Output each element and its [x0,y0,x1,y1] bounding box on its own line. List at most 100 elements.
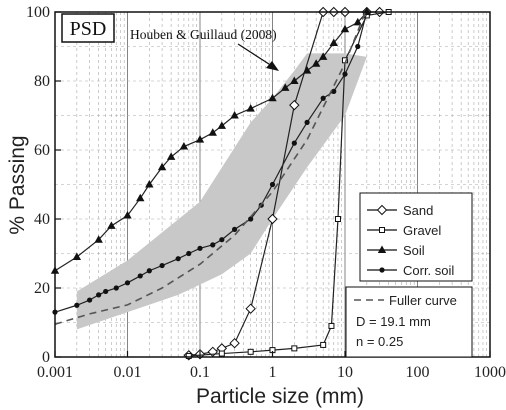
corr-soil-point [74,302,80,308]
corr-soil-point [269,181,276,188]
corr-soil-point [113,285,119,291]
psd-label: PSD [70,18,107,40]
x-tick-label: 10 [337,364,353,381]
axis-ticks: 0.001 0.01 0.1 1 10 100 1000 0 20 40 60 80 100 [26,4,506,381]
legend-item-corr-soil: Corr. soil [367,263,454,278]
corr-soil-point [291,140,297,146]
legend-label-soil: Soil [403,243,425,258]
corr-soil-point [96,292,102,298]
legend-label-sand: Sand [403,203,433,218]
corr-soil-point [320,95,326,101]
corr-soil-point [248,216,254,222]
band-area [76,53,367,330]
fuller-param-n: n = 0.25 [356,334,403,349]
corr-soil-point [210,242,216,248]
corr-soil-point [186,250,192,257]
soil-point [195,135,205,143]
soil-point [179,142,189,150]
soil-point [145,180,154,188]
soil-point [217,121,227,129]
band-label: Houben & Guillaud (2008) [130,27,277,42]
sand-point [289,99,300,111]
series-fuller-curve [54,11,367,325]
y-tick-label: 0 [42,349,50,366]
series-soil [50,7,372,274]
soil-point [318,52,328,60]
corr-soil-point [103,288,109,295]
legend-label-corr-soil: Corr. soil [403,263,454,278]
soil-point [94,235,103,243]
corr-soil-point [331,88,337,94]
corr-soil-point [146,268,152,274]
x-axis-title: Particle size (mm) [196,385,364,408]
corr-soil-point [304,119,310,125]
x-tick-label: 1000 [474,364,506,381]
corr-soil-point [219,237,225,243]
corr-soil-point [355,43,361,50]
gravel-point [328,322,335,329]
soil-point [230,111,239,119]
soil-point [290,76,299,84]
soil-point [268,93,277,102]
y-tick-label: 60 [34,142,50,159]
legend-swatch-marker [379,267,385,273]
corr-soil-point [342,71,348,77]
legend-item-sand: Sand [367,203,433,218]
fuller-legend: Fuller curve D = 19.1 mm n = 0.25 [345,286,473,358]
corr-soil-point [159,262,165,269]
sand-point [229,337,240,349]
fuller-curve-line [54,11,367,325]
legend-frame [359,192,473,282]
corr-soil-point [175,256,181,262]
corr-soil-point [86,297,93,303]
band-arrow [237,43,279,71]
corr-soil-point [231,226,238,232]
soil-point [107,221,116,229]
corr-soil-point [197,245,203,251]
fuller-legend-label: Fuller curve [389,293,457,308]
x-tick-label: 1 [269,364,277,381]
soil-point [329,38,338,47]
gravel-point [218,350,225,357]
soil-point [302,66,312,74]
soil-point [353,17,362,26]
soil-point [281,83,290,91]
psd-label-box: PSD [61,13,115,43]
corr-soil-point [137,273,143,279]
soil-point [166,152,176,160]
legend-item-soil: Soil [367,243,425,258]
series-corr-soil [52,9,370,315]
legend-swatch-marker [377,245,387,253]
fuller-legend-frame [345,286,473,358]
y-tick-label: 20 [34,280,50,297]
x-tick-label: 0.01 [114,364,142,381]
fuller-param-d: D = 19.1 mm [356,314,431,329]
y-tick-label: 80 [34,73,50,90]
psd-label-frame [61,13,115,43]
legend-swatch-marker [379,227,385,233]
gravel-point [185,352,192,359]
legend-swatch-marker [376,204,388,216]
soil-point [157,162,167,171]
sand-point [245,303,256,314]
corr-soil-point [124,280,131,286]
x-tick-label: 0.1 [190,364,210,381]
sand-point [267,213,278,225]
gravel-point [320,341,327,348]
y-tick-label: 100 [26,4,50,21]
soil-point [246,104,255,112]
x-tick-label: 0.001 [37,364,73,381]
y-tick-label: 40 [34,211,50,228]
soil-point [136,193,145,202]
gravel-point [334,216,341,222]
soil-point [208,128,217,136]
soil-point [123,211,132,219]
soil-point [311,59,321,67]
gravel-point [291,345,298,352]
legend-label-gravel: Gravel [403,223,441,238]
x-tick-label: 100 [406,364,430,381]
legend: Sand Gravel Soil Corr. soil [359,192,473,282]
soil-point [72,252,82,260]
legend-item-gravel: Gravel [367,223,441,238]
